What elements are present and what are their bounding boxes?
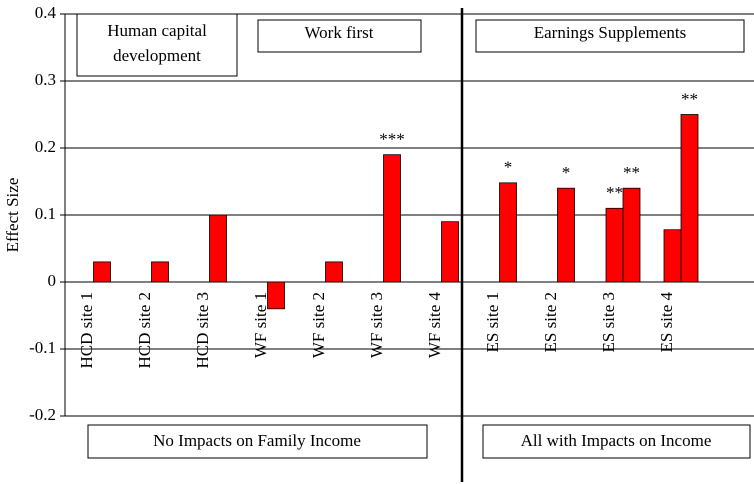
x-tick-label: WF site 2	[309, 292, 328, 358]
bar	[209, 214, 227, 283]
significance-label: **	[623, 163, 640, 182]
x-tick-label: ES site 4	[657, 292, 676, 353]
group-label: Work first	[305, 23, 374, 42]
significance-label: **	[606, 183, 623, 202]
x-tick-label: ES site 1	[483, 292, 502, 352]
bar	[663, 229, 682, 283]
significance-label: *	[562, 163, 571, 182]
x-tick-label: HCD site 2	[135, 292, 154, 369]
x-tick-label: ES site 2	[541, 292, 560, 352]
label-box	[87, 424, 428, 459]
significance-label: *	[504, 158, 513, 177]
label-box	[475, 19, 745, 53]
x-tick-label: ES site 3	[599, 292, 618, 352]
group-label: Human capital	[107, 21, 207, 40]
bar	[151, 261, 169, 283]
x-tick-label: HCD site 3	[193, 292, 212, 369]
bar	[605, 207, 624, 283]
group-label: Earnings Supplements	[534, 23, 687, 42]
label-box	[76, 13, 238, 77]
label-box	[257, 19, 422, 53]
bar	[383, 154, 401, 283]
bar	[93, 261, 111, 283]
y-tick-label: 0.2	[35, 137, 56, 156]
footer-label: All with Impacts on Income	[521, 431, 712, 450]
bar	[499, 182, 517, 283]
y-tick-label: 0.1	[35, 204, 56, 223]
x-tick-label: WF site 1	[251, 292, 270, 358]
y-tick-label: 0	[48, 271, 57, 290]
x-tick-label: WF site 3	[367, 292, 386, 358]
footer-label: No Impacts on Family Income	[153, 431, 361, 450]
bar	[441, 221, 459, 283]
y-tick-label: 0.3	[35, 70, 56, 89]
significance-label: **	[681, 89, 698, 108]
bar	[267, 281, 285, 310]
group-label: development	[113, 46, 201, 65]
y-axis-label: Effect Size	[3, 178, 22, 253]
bar	[325, 261, 343, 283]
bar	[622, 187, 641, 283]
bar	[680, 114, 699, 283]
x-tick-label: HCD site 1	[77, 292, 96, 369]
x-tick-label: WF site 4	[425, 292, 444, 359]
bar	[557, 187, 575, 283]
y-tick-label: -0.1	[29, 338, 56, 357]
significance-label: ***	[379, 130, 405, 149]
y-tick-label: 0.4	[35, 3, 57, 22]
label-box	[482, 424, 751, 459]
y-tick-label: -0.2	[29, 405, 56, 424]
